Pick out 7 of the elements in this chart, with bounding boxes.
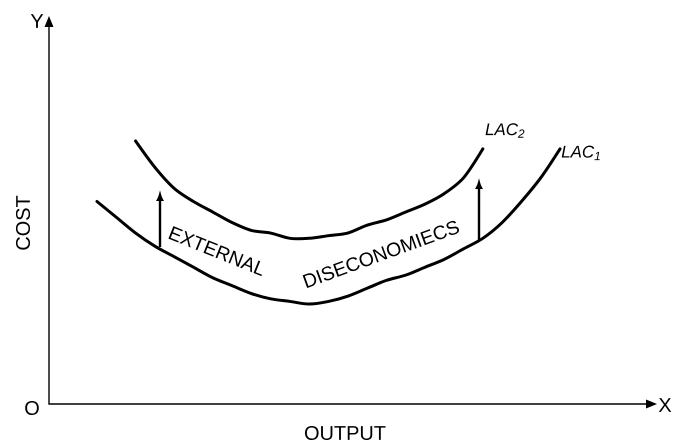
series-label: LAC$_{1}$ (562, 146, 600, 160)
text: X (658, 398, 672, 412)
text: Y (30, 14, 44, 28)
x-axis-title: OUTPUT (304, 426, 386, 440)
text: O (25, 400, 39, 416)
y-axis-title: COST (16, 196, 30, 250)
series-label: LAC$_{2}$ (486, 123, 524, 138)
